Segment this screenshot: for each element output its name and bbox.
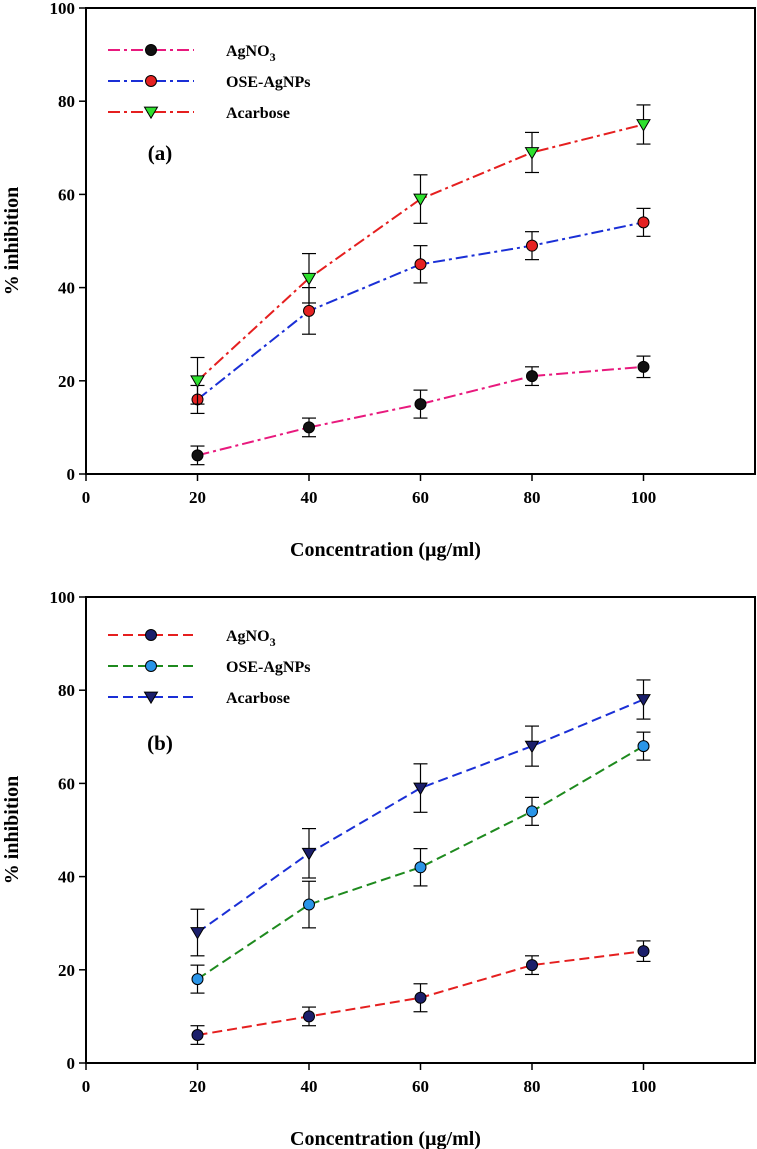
legend-item: Acarbose <box>108 105 290 122</box>
legend-label: Acarbose <box>226 105 290 122</box>
y-tick-label: 80 <box>58 92 75 111</box>
series-acarbose <box>190 679 651 957</box>
y-tick-label: 40 <box>58 868 75 887</box>
legend-marker <box>143 691 159 705</box>
legend-marker <box>145 75 157 87</box>
x-tick-label: 0 <box>82 488 91 507</box>
legend-marker <box>145 629 157 641</box>
y-tick-label: 20 <box>58 961 75 980</box>
x-tick-label: 100 <box>631 488 657 507</box>
x-tick-label: 40 <box>301 488 318 507</box>
x-tick-label: 40 <box>301 1077 318 1096</box>
series-agno <box>190 355 651 466</box>
data-point <box>303 1010 315 1023</box>
data-point <box>526 239 538 252</box>
x-tick-label: 80 <box>524 1077 541 1096</box>
legend-item: OSE-AgNPs <box>108 74 310 91</box>
series-ose-agnps <box>190 207 651 415</box>
data-point <box>524 740 540 754</box>
data-point <box>191 973 204 986</box>
legend-item: AgNO3 <box>108 43 276 64</box>
data-point <box>301 847 317 861</box>
y-tick-label: 0 <box>67 1054 76 1073</box>
data-point <box>637 945 650 958</box>
x-tick-label: 100 <box>631 1077 657 1096</box>
x-tick-label: 0 <box>82 1077 91 1096</box>
data-point <box>526 370 538 383</box>
chart-panel-b: 0 20 40 60 80 100 0 20 40 60 80 100 Concentration (µ… <box>1 588 756 1149</box>
data-point <box>301 272 317 286</box>
data-point <box>637 216 650 229</box>
data-point <box>526 959 538 972</box>
data-point <box>414 258 427 271</box>
chart-panel-a: 0 20 40 60 80 100 0 20 40 60 80 100 Concentration (µ… <box>1 0 756 561</box>
data-point <box>190 375 205 388</box>
legend-label: OSE-AgNPs <box>226 74 310 91</box>
legend-marker <box>145 660 157 672</box>
legend-item: Acarbose <box>108 690 290 707</box>
data-point <box>524 147 540 160</box>
data-point <box>303 898 315 911</box>
x-tick-label: 80 <box>524 488 541 507</box>
data-point <box>190 927 205 940</box>
legend-marker <box>143 106 159 120</box>
data-point <box>636 119 651 132</box>
x-tick-label: 20 <box>189 488 206 507</box>
x-axis-title: Concentration (µg/ml) <box>290 539 481 561</box>
series-ose-agnps <box>190 731 651 994</box>
y-tick-label: 80 <box>58 681 75 700</box>
legend-label: AgNO3 <box>226 43 276 64</box>
x-tick-label: 20 <box>189 1077 206 1096</box>
y-tick-label: 100 <box>50 0 76 18</box>
series-line <box>196 698 644 934</box>
data-point <box>414 398 427 411</box>
y-tick-label: 0 <box>67 465 76 484</box>
data-point <box>413 782 428 796</box>
data-point <box>526 805 538 818</box>
series-agno <box>190 940 651 1045</box>
panel-label: (a) <box>148 141 173 165</box>
y-tick-label: 40 <box>58 279 75 298</box>
data-point <box>414 861 427 874</box>
series-line <box>196 123 644 382</box>
data-point <box>303 421 315 434</box>
data-point <box>414 991 427 1004</box>
x-tick-label: 60 <box>412 1077 429 1096</box>
data-point <box>303 304 315 317</box>
data-point <box>637 360 650 373</box>
legend-item: AgNO3 <box>108 628 276 649</box>
x-axis-title: Concentration (µg/ml) <box>290 1128 481 1149</box>
legend-item: OSE-AgNPs <box>108 659 310 676</box>
x-tick-label: 60 <box>412 488 429 507</box>
y-tick-label: 20 <box>58 372 75 391</box>
y-tick-label: 100 <box>50 588 76 607</box>
series-acarbose <box>190 104 651 405</box>
series-line <box>197 365 644 457</box>
legend-marker <box>145 44 157 56</box>
legend-label: OSE-AgNPs <box>226 659 310 676</box>
data-point <box>191 449 204 462</box>
data-point <box>413 193 428 207</box>
y-tick-label: 60 <box>58 774 75 793</box>
data-point <box>637 740 650 753</box>
legend-label: AgNO3 <box>226 628 276 649</box>
data-point <box>636 694 651 707</box>
data-point <box>191 1029 204 1042</box>
legend-label: Acarbose <box>226 690 290 707</box>
y-tick-label: 60 <box>58 185 75 204</box>
panel-label: (b) <box>147 731 173 755</box>
y-axis-title: % inhibition <box>1 187 23 295</box>
y-axis-title: % inhibition <box>1 776 23 884</box>
